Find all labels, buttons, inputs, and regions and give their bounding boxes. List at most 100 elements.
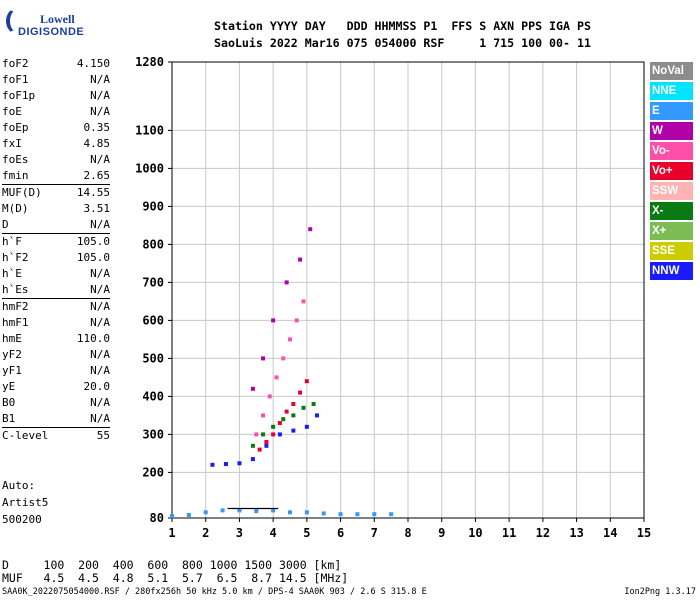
data-point [264,443,269,448]
param-name: yF1 [2,364,22,377]
y-tick-label: 1280 [135,55,164,69]
x-tick-label: 13 [569,526,583,540]
x-tick-label: 7 [371,526,378,540]
x-tick-label: 8 [404,526,411,540]
x-tick-label: 14 [603,526,617,540]
param-name: foEp [2,121,29,134]
param-name: hmE [2,332,22,345]
code-label: 500200 [2,513,42,526]
data-point [254,509,259,514]
data-point [186,512,191,517]
param-name: fmin [2,169,29,182]
muf-row: MUF 4.5 4.5 4.8 5.1 5.7 6.5 8.7 14.5 [MH… [2,571,349,585]
y-tick-label: 300 [142,427,164,441]
data-point [257,447,262,452]
data-point [261,432,266,437]
artist-label: Artist5 [2,496,49,509]
digisonde-logo: Lowell DIGISONDE [4,4,84,40]
data-point [277,432,282,437]
data-point [261,356,266,361]
data-point [264,440,269,444]
x-tick-label: 10 [468,526,482,540]
param-row: C-level 55 [2,428,110,444]
x-tick-label: 5 [303,526,310,540]
x-tick-label: 9 [438,526,445,540]
param-value: N/A [90,396,110,409]
y-tick-label: 1100 [135,123,164,137]
param-name: hmF1 [2,316,29,329]
param-value: N/A [90,316,110,329]
footer-file-info: SAA0K_2022075054000.RSF / 280fx256h 50 k… [2,587,427,597]
x-tick-label: 12 [536,526,550,540]
legend-item: NNE [650,82,693,100]
param-name: MUF(D) [2,186,42,199]
param-value: N/A [90,300,110,313]
legend-item: SSW [650,182,693,200]
param-name: foF1 [2,73,29,86]
param-row: h`E N/A [2,266,110,282]
param-row: h`Es N/A [2,282,110,298]
data-point [277,421,282,425]
x-tick-label: 3 [236,526,243,540]
param-row: hmF1 N/A [2,315,110,331]
data-point [220,508,225,513]
param-separator [2,233,110,234]
y-tick-label: 800 [142,237,164,251]
param-value: N/A [90,89,110,102]
param-row: foF2 4.150 [2,56,110,72]
data-point [237,508,242,513]
x-tick-label: 1 [168,526,175,540]
legend-item: X+ [650,222,693,240]
y-tick-label: 1000 [135,161,164,175]
param-separator [2,427,110,428]
data-point [271,318,276,323]
param-row: foEs N/A [2,152,110,168]
param-value: 4.150 [76,57,110,70]
data-point [271,508,276,513]
polarization-legend: NoVal NNE E W Vo- Vo+ SSW X- X+ SSE NNW [650,62,693,282]
param-value: N/A [90,283,110,296]
param-value: N/A [90,364,110,377]
data-point [298,390,303,395]
param-value: 2.65 [83,169,111,182]
param-row: fxI 4.85 [2,136,110,152]
data-point [250,443,255,448]
param-separator [2,298,110,299]
param-name: B0 [2,396,16,409]
y-tick-label: 900 [142,199,164,213]
param-name: B1 [2,412,16,425]
param-value: 4.85 [83,137,111,150]
data-point [338,512,343,517]
data-point [288,510,292,515]
data-point [274,375,279,380]
data-point [372,512,377,517]
y-tick-label: 500 [142,351,164,365]
data-point [308,227,313,232]
x-tick-label: 6 [337,526,344,540]
data-point [284,280,289,285]
param-row: D N/A [2,217,110,233]
param-name: yF2 [2,348,22,361]
scaled-parameters-panel: foF2 4.150 foF1 N/A foF1p N/A foE N/A foEp 0.35 fx… [2,56,110,444]
data-point [288,337,292,342]
data-point [304,510,309,515]
legend-item: Vo+ [650,162,693,180]
data-point [281,417,286,422]
data-point [170,514,174,519]
data-point [389,512,394,517]
param-name: foF1p [2,89,36,102]
x-tick-label: 11 [502,526,516,540]
data-point [210,462,215,467]
data-point [284,409,289,414]
legend-item: E [650,102,693,120]
param-separator [2,184,110,185]
param-value: 14.55 [76,186,110,199]
param-value: N/A [90,267,110,280]
legend-item: X- [650,202,693,220]
param-row: MUF(D) 14.55 [2,185,110,201]
legend-item: W [650,122,693,140]
param-name: D [2,218,9,231]
data-point [237,461,242,466]
y-tick-label: 600 [142,313,164,327]
